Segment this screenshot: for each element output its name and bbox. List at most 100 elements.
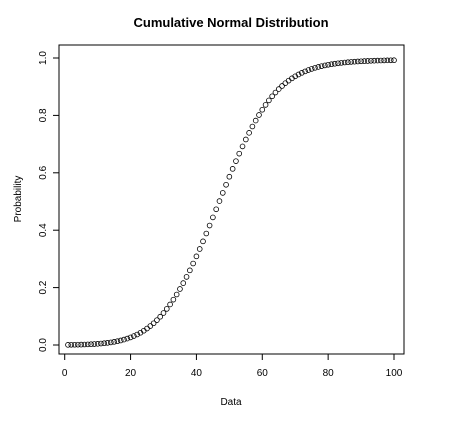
data-point bbox=[167, 301, 173, 308]
data-point bbox=[325, 61, 331, 68]
data-point bbox=[157, 313, 164, 320]
data-point bbox=[312, 65, 318, 71]
data-point bbox=[210, 214, 216, 221]
data-points bbox=[65, 57, 397, 348]
data-point bbox=[252, 117, 259, 124]
data-point bbox=[368, 58, 374, 64]
data-point bbox=[236, 150, 243, 157]
data-point bbox=[65, 342, 71, 348]
data-point bbox=[173, 291, 180, 298]
data-point bbox=[71, 341, 78, 348]
data-point bbox=[68, 341, 75, 348]
data-point bbox=[154, 317, 160, 323]
data-point bbox=[177, 286, 183, 292]
data-point bbox=[121, 336, 127, 343]
data-point bbox=[384, 57, 391, 64]
data-point bbox=[331, 60, 338, 67]
data-point bbox=[183, 274, 190, 280]
x-tick-label: 80 bbox=[323, 368, 335, 379]
data-point bbox=[341, 59, 348, 66]
data-point bbox=[117, 337, 124, 344]
data-point bbox=[378, 57, 384, 64]
y-tick-label: 0.6 bbox=[38, 165, 49, 179]
data-point bbox=[246, 130, 252, 136]
data-point bbox=[223, 181, 229, 188]
data-point bbox=[190, 260, 196, 267]
plot-frame bbox=[58, 44, 405, 355]
data-point bbox=[308, 66, 315, 72]
data-point bbox=[351, 58, 358, 65]
data-point bbox=[104, 340, 111, 346]
data-point bbox=[94, 341, 101, 347]
data-point bbox=[374, 57, 381, 64]
data-point bbox=[170, 296, 177, 303]
x-tick-label: 0 bbox=[62, 368, 68, 379]
data-point bbox=[193, 253, 200, 260]
data-point bbox=[226, 173, 233, 180]
data-point bbox=[305, 67, 312, 73]
data-point bbox=[134, 331, 140, 338]
data-point bbox=[262, 102, 269, 108]
data-point bbox=[275, 86, 282, 92]
data-point bbox=[163, 306, 170, 312]
data-point bbox=[150, 320, 157, 327]
data-point bbox=[338, 60, 345, 66]
y-tick-label: 0.8 bbox=[38, 108, 49, 122]
data-point bbox=[266, 97, 272, 104]
data-point bbox=[229, 166, 236, 172]
data-point bbox=[75, 341, 81, 348]
data-point bbox=[345, 59, 351, 66]
data-point bbox=[318, 63, 325, 69]
data-point bbox=[147, 323, 154, 329]
data-point bbox=[111, 339, 117, 345]
data-point bbox=[187, 267, 193, 274]
data-point bbox=[256, 112, 262, 118]
data-point bbox=[98, 340, 104, 347]
data-point bbox=[81, 341, 88, 348]
data-point bbox=[131, 333, 137, 339]
chart-title: Cumulative Normal Distribution bbox=[133, 15, 328, 30]
data-point bbox=[335, 60, 341, 67]
data-point bbox=[219, 190, 226, 196]
data-point bbox=[358, 58, 364, 65]
x-tick-label: 20 bbox=[125, 368, 137, 379]
data-point bbox=[249, 123, 256, 130]
data-point bbox=[298, 70, 305, 76]
data-point bbox=[127, 334, 134, 341]
data-point bbox=[282, 80, 289, 86]
data-point bbox=[84, 341, 91, 348]
data-point bbox=[180, 280, 187, 286]
data-point bbox=[295, 71, 302, 78]
data-point bbox=[239, 143, 246, 150]
x-axis: 0 20 40 60 80 100 bbox=[62, 354, 403, 379]
data-point bbox=[302, 68, 308, 75]
x-tick-label: 40 bbox=[191, 368, 203, 379]
data-point bbox=[233, 158, 239, 164]
data-point bbox=[160, 310, 167, 316]
data-point bbox=[328, 61, 335, 68]
x-axis-title: Data bbox=[220, 397, 242, 408]
data-point bbox=[213, 206, 219, 213]
y-tick-label: 1.0 bbox=[38, 51, 49, 65]
data-point bbox=[216, 198, 223, 204]
data-point bbox=[243, 136, 249, 143]
y-tick-label: 0.2 bbox=[38, 280, 49, 294]
data-point bbox=[364, 58, 371, 64]
x-tick-label: 60 bbox=[257, 368, 269, 379]
data-point bbox=[91, 341, 98, 347]
data-point bbox=[279, 83, 285, 89]
data-point bbox=[203, 230, 210, 237]
data-point bbox=[108, 339, 114, 346]
y-axis: 0.0 0.2 0.4 0.6 0.8 1.0 bbox=[38, 51, 59, 352]
y-tick-label: 0.0 bbox=[38, 338, 49, 352]
data-point bbox=[101, 340, 108, 347]
data-point bbox=[391, 57, 397, 64]
data-point bbox=[259, 106, 266, 113]
data-point bbox=[78, 341, 84, 348]
data-point bbox=[114, 338, 121, 345]
y-tick-label: 0.4 bbox=[38, 223, 49, 237]
data-point bbox=[354, 58, 361, 65]
x-tick-label: 100 bbox=[386, 368, 403, 379]
